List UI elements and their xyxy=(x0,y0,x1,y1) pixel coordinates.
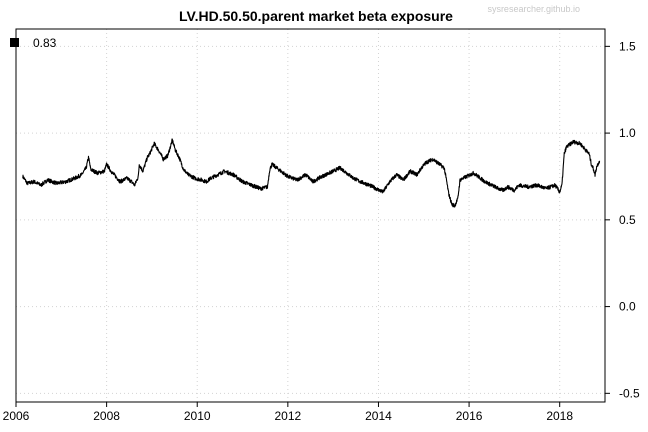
x-tick-label: 2018 xyxy=(546,409,573,423)
y-axis: -0.5 0.0 0.5 1.0 1.5 xyxy=(605,39,640,400)
grid xyxy=(15,29,605,402)
y-tick-label: 1.5 xyxy=(619,39,636,53)
y-tick-label: 1.0 xyxy=(619,126,636,140)
x-tick-label: 2010 xyxy=(184,409,211,423)
legend-label: 0.83 xyxy=(33,36,57,50)
x-tick-label: 2008 xyxy=(93,409,120,423)
y-tick-label: 0.5 xyxy=(619,213,636,227)
legend-swatch xyxy=(10,38,19,47)
chart-title: LV.HD.50.50.parent market beta exposure xyxy=(179,8,453,24)
plot-frame xyxy=(15,28,606,403)
x-axis: 2006 2008 2010 2012 2014 2016 2018 xyxy=(3,402,573,423)
y-tick-label: 0.0 xyxy=(619,300,636,314)
series-line xyxy=(22,138,601,208)
legend: 0.83 xyxy=(10,36,57,50)
x-tick-label: 2014 xyxy=(365,409,392,423)
x-tick-label: 2012 xyxy=(274,409,301,423)
x-tick-label: 2006 xyxy=(3,409,30,423)
x-tick-label: 2016 xyxy=(456,409,483,423)
watermark: sysresearcher.github.io xyxy=(487,4,580,14)
y-tick-label: -0.5 xyxy=(619,386,640,400)
